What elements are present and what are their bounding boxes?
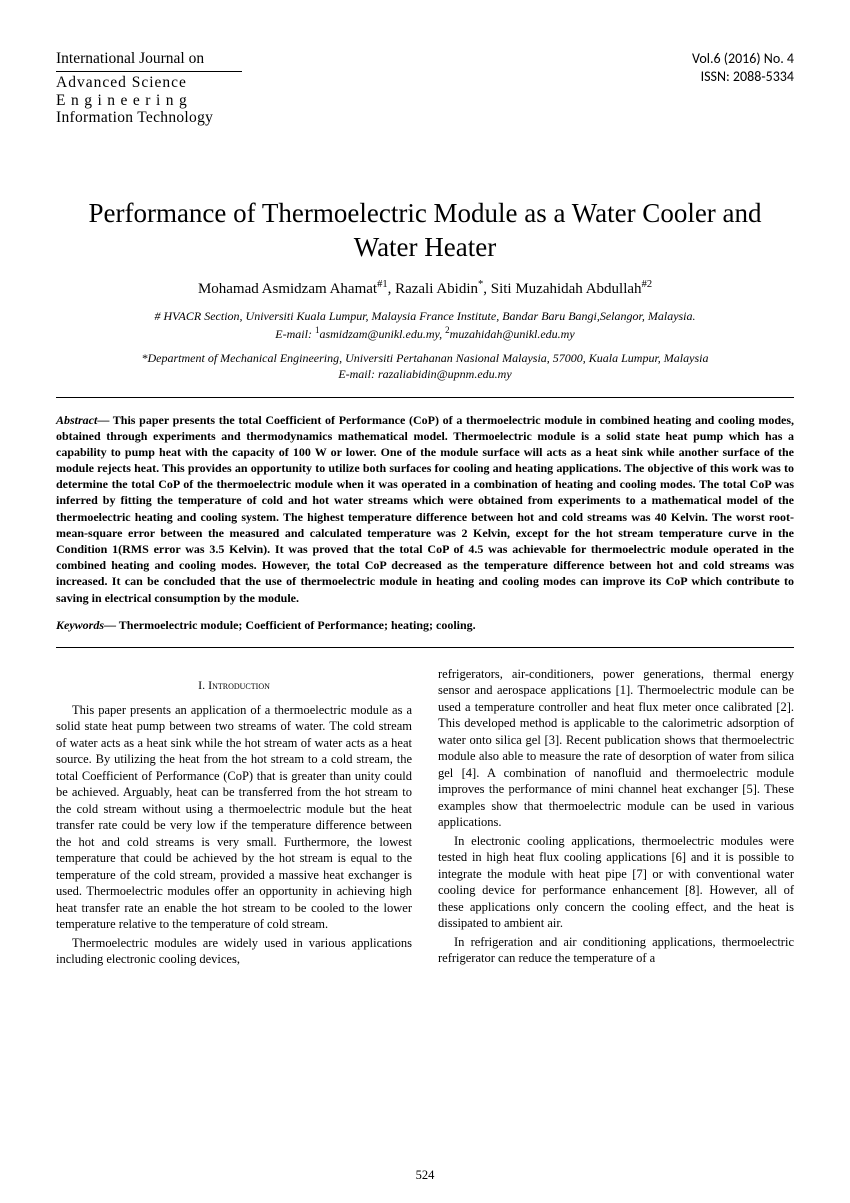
- issue-meta: Vol.6 (2016) No. 4 ISSN: 2088-5334: [692, 50, 794, 86]
- paper-title: Performance of Thermoelectric Module as …: [56, 197, 794, 265]
- keywords-block: Keywords— Thermoelectric module; Coeffic…: [56, 618, 794, 633]
- author-list: Mohamad Asmidzam Ahamat#1, Razali Abidin…: [56, 279, 794, 298]
- body-paragraph: refrigerators, air-conditioners, power g…: [438, 666, 794, 831]
- body-paragraph: In electronic cooling applications, ther…: [438, 833, 794, 932]
- issn-info: ISSN: 2088-5334: [692, 68, 794, 86]
- journal-name-line2: Advanced Science: [56, 74, 242, 92]
- body-paragraph: This paper presents an application of a …: [56, 702, 412, 933]
- body-paragraph: Thermoelectric modules are widely used i…: [56, 935, 412, 968]
- body-columns: I. Introduction This paper presents an a…: [56, 666, 794, 970]
- affiliation-2: *Department of Mechanical Engineering, U…: [56, 350, 794, 382]
- affiliation-1-address: # HVACR Section, Universiti Kuala Lumpur…: [56, 308, 794, 324]
- affiliation-2-email: E-mail: razaliabidin@upnm.edu.my: [56, 366, 794, 382]
- keywords-label: Keywords: [56, 618, 104, 632]
- section-heading-introduction: I. Introduction: [56, 678, 412, 694]
- body-paragraph: In refrigeration and air conditioning ap…: [438, 934, 794, 967]
- journal-name-line3: Engineering: [56, 92, 242, 110]
- volume-info: Vol.6 (2016) No. 4: [692, 50, 794, 68]
- separator-bottom: [56, 647, 794, 648]
- journal-logo: International Journal on Advanced Scienc…: [56, 50, 242, 127]
- page-header: International Journal on Advanced Scienc…: [56, 50, 794, 127]
- column-left: I. Introduction This paper presents an a…: [56, 666, 412, 970]
- logo-rule: [56, 71, 242, 72]
- journal-name-line4: Information Technology: [56, 109, 242, 127]
- abstract-label: Abstract: [56, 413, 97, 427]
- affiliation-2-address: *Department of Mechanical Engineering, U…: [56, 350, 794, 366]
- separator-top: [56, 397, 794, 398]
- column-right: refrigerators, air-conditioners, power g…: [438, 666, 794, 970]
- affiliation-1: # HVACR Section, Universiti Kuala Lumpur…: [56, 308, 794, 342]
- page-number: 524: [0, 1168, 850, 1183]
- affiliation-1-email: E-mail: 1asmidzam@unikl.edu.my, 2muzahid…: [56, 324, 794, 342]
- abstract-block: Abstract— This paper presents the total …: [56, 412, 794, 606]
- keywords-text: — Thermoelectric module; Coefficient of …: [104, 618, 476, 632]
- journal-name-line1: International Journal on: [56, 50, 242, 68]
- abstract-text: — This paper presents the total Coeffici…: [56, 413, 794, 605]
